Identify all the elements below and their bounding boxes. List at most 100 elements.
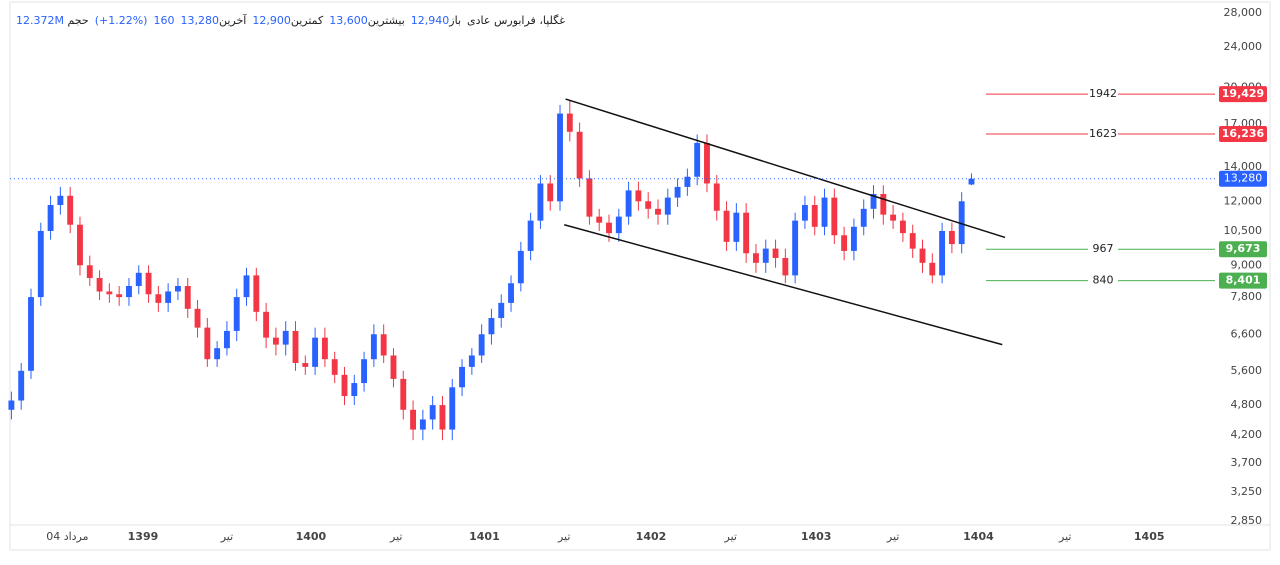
y-tick-label: 6,600 bbox=[1231, 327, 1263, 340]
candle-body bbox=[233, 297, 240, 331]
candle-body bbox=[439, 405, 446, 430]
candle-body bbox=[850, 226, 857, 251]
label: کمترین bbox=[290, 14, 324, 27]
candle-body bbox=[723, 210, 730, 242]
candle-body bbox=[488, 318, 495, 335]
candle-body bbox=[331, 359, 338, 375]
y-tick-label: 4,200 bbox=[1231, 428, 1263, 441]
candle-body bbox=[596, 216, 603, 223]
y-tick-label: 10,500 bbox=[1224, 224, 1263, 237]
candle-body bbox=[155, 294, 162, 303]
candle-body bbox=[762, 248, 769, 263]
candle-body bbox=[429, 405, 436, 420]
candle-body bbox=[175, 285, 181, 292]
y-tick-label: 4,800 bbox=[1231, 398, 1263, 411]
candle-body bbox=[743, 212, 750, 254]
trendline bbox=[564, 223, 1003, 346]
candle-body bbox=[263, 311, 270, 338]
x-tick-label: تیر bbox=[886, 530, 899, 543]
candle-body bbox=[831, 197, 838, 236]
candle-body bbox=[204, 327, 211, 360]
price-tag-label: 8,401 bbox=[1226, 274, 1261, 287]
candle-body bbox=[753, 253, 759, 263]
label: آخرین bbox=[218, 14, 247, 27]
price-tag-label: 19,429 bbox=[1222, 87, 1264, 100]
x-tick-label: 1405 bbox=[1134, 530, 1165, 543]
y-tick-label: 12,000 bbox=[1224, 194, 1263, 207]
candle-body bbox=[811, 205, 818, 227]
candle-body bbox=[292, 330, 299, 364]
candle-body bbox=[792, 220, 799, 276]
x-tick-label: 1400 bbox=[296, 530, 327, 543]
candle-body bbox=[909, 233, 916, 249]
candle-body bbox=[821, 197, 828, 227]
candle-body bbox=[772, 248, 779, 258]
x-tick-label: تیر bbox=[1058, 530, 1071, 543]
value: 12.372M bbox=[16, 14, 64, 27]
label: حجم bbox=[67, 14, 89, 27]
candle-body bbox=[557, 113, 563, 202]
candle-body bbox=[899, 220, 906, 234]
level-label-bg bbox=[1088, 242, 1118, 257]
candle-body bbox=[929, 262, 936, 276]
level-label: 840 bbox=[1093, 274, 1114, 287]
candle-body bbox=[958, 201, 965, 245]
candle-body bbox=[165, 291, 172, 303]
y-tick-label: 5,600 bbox=[1231, 364, 1263, 377]
candle-body bbox=[390, 355, 397, 379]
symbol: غگلپا، فرابورس عادی bbox=[467, 14, 566, 27]
candle-body bbox=[625, 190, 632, 217]
y-tick-label: 9,000 bbox=[1231, 258, 1263, 271]
candle-body bbox=[498, 302, 505, 319]
value: 12,900 bbox=[252, 14, 291, 27]
candle-body bbox=[86, 265, 93, 278]
candle-body bbox=[527, 220, 534, 251]
volume: 12.372M حجم bbox=[16, 14, 89, 27]
value: 13,600 bbox=[329, 14, 368, 27]
candle-body bbox=[713, 183, 720, 211]
candle-body bbox=[615, 216, 622, 234]
candle-body bbox=[380, 334, 387, 356]
candle-body bbox=[478, 334, 485, 356]
candle-body bbox=[508, 283, 514, 303]
candle-body bbox=[370, 334, 377, 360]
candle-body bbox=[419, 419, 426, 430]
label: باز bbox=[449, 14, 462, 27]
candle-body bbox=[919, 248, 926, 263]
candle-body bbox=[870, 193, 877, 209]
x-tick-label: تیر bbox=[220, 530, 233, 543]
candle-body bbox=[194, 308, 201, 328]
candle-body bbox=[801, 205, 808, 221]
candle-body bbox=[782, 257, 789, 276]
candle-body bbox=[253, 275, 260, 312]
candle-body bbox=[135, 272, 142, 286]
candle-body bbox=[8, 400, 15, 410]
candle-body bbox=[733, 212, 740, 242]
candle-body bbox=[223, 330, 230, 349]
candle-body bbox=[566, 113, 573, 132]
candle-body bbox=[655, 208, 661, 215]
candle-body bbox=[351, 383, 358, 397]
level-label-bg bbox=[1088, 127, 1118, 142]
candle-body bbox=[67, 195, 74, 225]
candle-body bbox=[939, 230, 946, 276]
price-tag-label: 13,280 bbox=[1224, 172, 1263, 185]
price-tag-label: 9,673 bbox=[1226, 242, 1261, 255]
candle-body bbox=[106, 291, 113, 295]
change-percent: (+1.22%) bbox=[94, 14, 148, 27]
level-label-bg bbox=[1088, 87, 1118, 102]
candle-body bbox=[880, 193, 887, 215]
candle-body bbox=[57, 195, 64, 206]
level-label: 1942 bbox=[1089, 87, 1117, 100]
candle-body bbox=[635, 190, 642, 202]
x-tick-label: تیر bbox=[389, 530, 402, 543]
level-label-bg bbox=[1088, 273, 1118, 288]
candle-body bbox=[302, 363, 309, 367]
candle-body bbox=[361, 359, 368, 384]
x-tick-label: 1401 bbox=[469, 530, 500, 543]
level-label: 1623 bbox=[1089, 127, 1117, 140]
x-tick-label: تیر bbox=[557, 530, 570, 543]
candle-body bbox=[459, 366, 465, 388]
